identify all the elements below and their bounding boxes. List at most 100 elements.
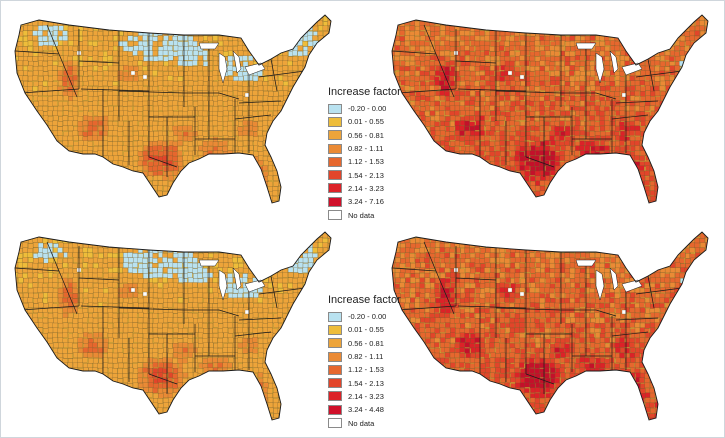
county-cell xyxy=(267,85,273,92)
county-cell xyxy=(499,125,505,132)
county-cell xyxy=(579,80,586,87)
county-cell xyxy=(554,100,561,106)
county-cell xyxy=(328,75,331,81)
county-cell xyxy=(188,55,194,61)
county-cell xyxy=(640,70,646,76)
county-cell xyxy=(32,181,38,187)
county-cell xyxy=(63,110,69,116)
county-cell xyxy=(404,25,410,32)
county-cell xyxy=(710,106,715,111)
county-cell xyxy=(690,75,696,82)
county-cell xyxy=(549,65,555,71)
county-cell xyxy=(117,155,124,161)
county-cell xyxy=(223,80,229,86)
county-cell xyxy=(197,16,203,22)
state-border xyxy=(234,114,272,120)
county-cell xyxy=(530,176,536,182)
county-cell xyxy=(77,170,84,177)
county-cell xyxy=(679,165,686,172)
county-cell xyxy=(138,121,144,127)
county-cell xyxy=(460,15,466,17)
county-cell xyxy=(659,25,665,31)
county-cell xyxy=(302,130,309,136)
county-cell xyxy=(292,115,298,121)
county-cell xyxy=(534,170,541,177)
county-cell xyxy=(238,25,244,32)
county-cell xyxy=(570,186,576,192)
county-cell xyxy=(67,116,74,122)
county-cell xyxy=(494,171,500,177)
county-cell xyxy=(182,60,188,67)
county-cell xyxy=(322,170,328,176)
county-cell xyxy=(489,95,495,102)
county-cell xyxy=(22,121,28,127)
county-cell xyxy=(42,106,48,112)
county-cell xyxy=(128,207,133,212)
county-cell xyxy=(78,105,84,111)
county-cell xyxy=(15,200,18,203)
county-cell xyxy=(444,136,451,142)
county-cell xyxy=(690,160,696,167)
county-cell xyxy=(540,15,546,16)
county-cell xyxy=(68,35,74,42)
county-cell xyxy=(544,45,550,52)
county-cell xyxy=(704,105,708,112)
county-cell xyxy=(529,85,535,91)
county-cell xyxy=(242,50,249,57)
county-cell xyxy=(504,101,510,107)
county-cell xyxy=(132,155,139,161)
county-cell xyxy=(302,15,308,17)
county-cell xyxy=(509,26,515,32)
county-cell xyxy=(454,61,460,67)
county-cell xyxy=(57,121,63,127)
county-cell xyxy=(153,56,159,62)
county-cell xyxy=(539,185,546,192)
county-cell xyxy=(17,41,23,47)
county-cell xyxy=(128,65,134,72)
county-cell xyxy=(312,141,318,147)
county-cell xyxy=(484,140,490,147)
county-cell xyxy=(604,15,610,16)
county-cell xyxy=(474,86,480,92)
county-cell xyxy=(188,106,194,112)
county-cell xyxy=(212,175,218,182)
county-cell xyxy=(579,25,586,31)
county-cell xyxy=(439,130,446,136)
county-cell xyxy=(157,125,163,131)
county-cell xyxy=(704,185,708,191)
county-cell xyxy=(263,85,269,91)
county-cell xyxy=(15,26,19,32)
county-cell xyxy=(684,156,691,162)
county-cell xyxy=(252,185,258,191)
county-cell xyxy=(514,96,521,102)
county-cell xyxy=(559,120,565,127)
county-cell xyxy=(23,136,29,142)
county-cell xyxy=(399,70,405,76)
county-cell xyxy=(147,20,154,26)
county-cell xyxy=(157,130,164,137)
county-cell xyxy=(679,15,685,16)
county-cell xyxy=(459,15,465,21)
county-cell xyxy=(117,126,123,132)
county-cell xyxy=(258,15,264,22)
county-cell xyxy=(18,175,24,181)
county-cell xyxy=(67,165,73,172)
county-cell xyxy=(529,96,535,102)
county-cell xyxy=(465,56,471,62)
county-cell xyxy=(333,46,338,51)
county-cell xyxy=(599,81,605,87)
county-cell xyxy=(479,105,486,112)
county-cell xyxy=(469,160,475,166)
county-cell xyxy=(177,125,183,132)
county-cell xyxy=(198,180,204,186)
county-cell xyxy=(172,15,178,17)
county-cell xyxy=(514,76,520,82)
county-cell xyxy=(509,16,515,22)
county-cell xyxy=(459,120,466,126)
county-cell xyxy=(590,50,596,57)
county-cell xyxy=(710,186,715,191)
county-cell xyxy=(660,90,666,97)
county-cell xyxy=(297,15,303,21)
county-cell xyxy=(17,196,24,202)
county-cell xyxy=(153,161,159,167)
